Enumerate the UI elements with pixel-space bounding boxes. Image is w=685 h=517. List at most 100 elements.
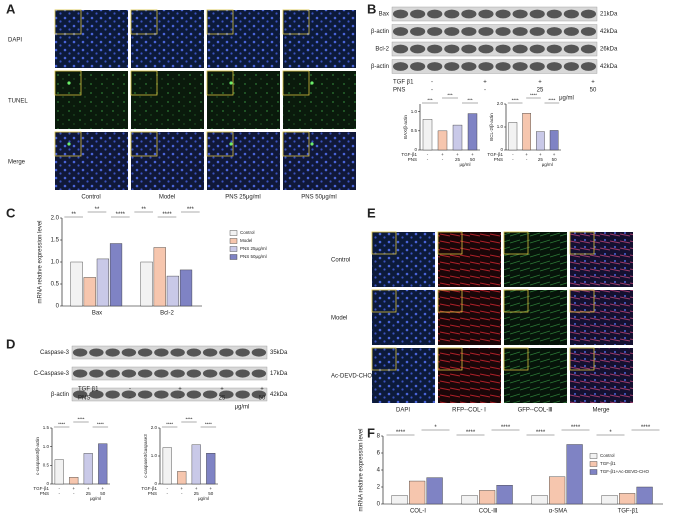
sig-label: **** [466, 430, 476, 436]
treatment-cell: 50 [552, 157, 558, 162]
micrograph [283, 71, 356, 129]
tunel-dot [67, 142, 71, 146]
sig-label: **** [548, 98, 555, 103]
inset-frame [130, 131, 158, 157]
blot-band [137, 390, 153, 399]
blot-band [410, 62, 426, 71]
treatment-cell: - [431, 80, 433, 86]
inset-frame [371, 289, 397, 313]
col-label: GFP--COL-Ⅲ [518, 408, 553, 414]
micrograph [570, 348, 633, 403]
treatment-label: TGF-β1 [141, 486, 157, 491]
x-tick-label: COL-Ⅲ [479, 509, 497, 515]
inset-frame [130, 70, 158, 96]
micrograph [283, 10, 356, 68]
treatment-cell: - [167, 491, 169, 496]
panel-label: D [6, 336, 15, 351]
micrograph [504, 232, 567, 287]
sig-label: **** [58, 422, 65, 427]
x-tick-label: α-SMA [549, 509, 567, 515]
treatment-cell: 25 [194, 491, 200, 496]
y-tick-label: 1.5 [43, 425, 50, 430]
bar [461, 495, 478, 505]
blot-band [546, 27, 562, 36]
micrograph [131, 71, 204, 129]
sig-label: **** [166, 422, 173, 427]
treatment-cell: 25 [86, 491, 92, 496]
blot-label: Bcl-2 [375, 47, 389, 53]
legend-swatch [229, 238, 238, 244]
blot-band [444, 62, 460, 71]
treatment-cell: 25 [537, 88, 544, 94]
sig-label: **** [501, 425, 511, 431]
y-tick-label: 0 [377, 502, 381, 508]
inset-frame [503, 289, 529, 313]
y-tick-label: 1.0 [151, 453, 158, 458]
blot-band [512, 9, 528, 19]
blot-band [170, 390, 185, 399]
bar [479, 490, 496, 505]
size-label: 35kDa [270, 350, 288, 356]
blot-strip [391, 24, 598, 39]
sig-label: **** [205, 422, 212, 427]
blot-band [219, 369, 234, 378]
legend-swatch [589, 461, 598, 467]
size-label: 42kDa [600, 64, 618, 70]
inset-frame [206, 70, 234, 96]
blot-label: β-actin [371, 64, 389, 70]
inset-frame [282, 70, 310, 96]
treatment-cell: - [427, 157, 429, 162]
blot-band [154, 390, 169, 399]
blot-band [546, 9, 562, 19]
bar [140, 261, 153, 307]
bar [566, 444, 583, 505]
y-tick-label: 1.0 [51, 260, 60, 266]
micrograph [504, 290, 567, 345]
treatment-cell: + [525, 152, 528, 157]
bar [467, 113, 478, 151]
bar [96, 258, 110, 307]
sig-label: **** [97, 422, 104, 427]
sig-label: **** [77, 417, 84, 422]
y-tick-label: 1.0 [497, 124, 504, 129]
x-tick-label: TGF-β1 [618, 509, 639, 515]
micrograph [55, 10, 128, 68]
blot-band [392, 27, 409, 36]
y-axis-label: BCL-2/β-actin [489, 113, 494, 141]
treatment-cell: - [427, 152, 429, 157]
row-label: Merge [8, 160, 26, 166]
bar [191, 444, 201, 485]
tunel-dot [229, 142, 233, 146]
treatment-cell: + [483, 80, 487, 86]
blot-strip [71, 366, 268, 381]
y-tick-label: 0 [46, 481, 49, 486]
y-tick-label: 0.5 [411, 128, 418, 133]
tunel-dot [310, 142, 314, 146]
y-tick-label: 4 [377, 468, 381, 474]
bar [69, 477, 79, 485]
sig-label: **** [641, 425, 651, 431]
sig-label: **** [162, 212, 172, 218]
blot-band [427, 9, 443, 19]
col-label: PNS 25μg/ml [225, 195, 260, 201]
blot-band [72, 390, 88, 399]
treatment-cell: + [260, 387, 264, 393]
bar [70, 261, 83, 307]
legend-label: Control [600, 453, 615, 458]
blot-band [512, 27, 528, 36]
treatment-label: PNS [148, 491, 157, 496]
legend-swatch [229, 254, 238, 260]
inset-frame [206, 131, 234, 157]
blot-band [202, 390, 218, 399]
blot-band [121, 390, 137, 399]
y-tick-label: 2.0 [151, 425, 158, 430]
blot-band [392, 44, 409, 54]
bar [409, 480, 426, 505]
blot-band [461, 9, 477, 19]
legend-label: PNS 25μg/ml [240, 246, 267, 251]
treatment-label: TGF-β1 [487, 152, 503, 157]
blot-band [72, 348, 88, 357]
blot-band [529, 62, 545, 71]
blot-band [251, 390, 267, 399]
blot-band [89, 369, 104, 378]
